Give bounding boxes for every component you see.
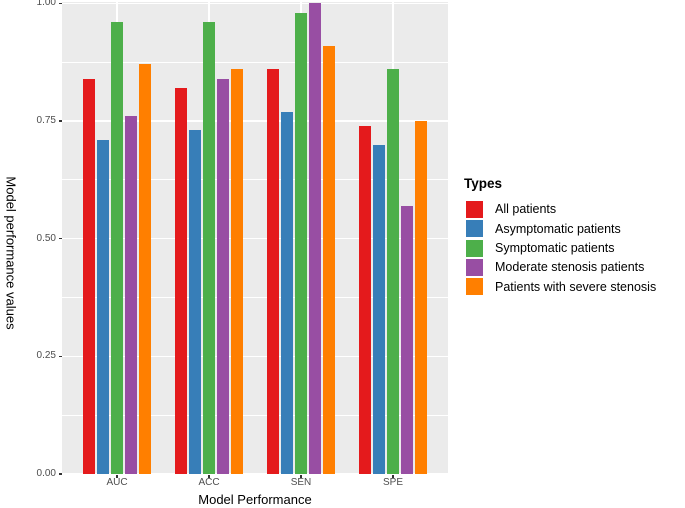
bar-spe-series-4 [415, 120, 427, 474]
bar-sen-series-4 [323, 45, 335, 474]
y-tick-label: 0.00 [36, 468, 56, 479]
bar-auc-series-2 [111, 22, 123, 474]
y-tick-label: 0.25 [36, 350, 56, 362]
legend-item-3: Moderate stenosis patients [464, 258, 656, 277]
x-axis-title: Model Performance [198, 492, 312, 507]
y-tick-mark [58, 2, 62, 4]
x-tick-label: AUC [106, 477, 128, 488]
bar-acc-series-1 [189, 130, 201, 474]
bar-sen-series-2 [295, 12, 307, 474]
y-tick-label: 1.00 [36, 0, 56, 9]
x-tick-label: SPE [382, 477, 403, 488]
legend-key-swatch [466, 220, 483, 238]
x-tick-label: ACC [198, 477, 220, 488]
bar-spe-series-0 [359, 125, 371, 474]
legend-item-4: Patients with severe stenosis [464, 277, 656, 296]
bar-sen-series-0 [267, 69, 279, 474]
x-tick-mark [208, 474, 210, 478]
legend-item-2: Symptomatic patients [464, 239, 656, 258]
bar-auc-series-4 [139, 64, 151, 474]
y-tick-mark [58, 473, 62, 475]
major-gridline [62, 237, 448, 240]
x-tick-label: SEN [290, 477, 312, 488]
bar-spe-series-1 [373, 144, 385, 474]
minor-gridline [62, 61, 448, 63]
y-axis-title-text: Model performance values [3, 176, 19, 330]
bar-auc-series-3 [125, 116, 137, 474]
legend-title: Types [464, 176, 503, 191]
bar-acc-series-3 [217, 78, 229, 474]
y-tick-label: 0.75 [36, 114, 56, 126]
legend-item-label: All patients [495, 202, 557, 217]
legend: Types All patients Asymptomatic patients S… [464, 176, 656, 296]
y-tick-mark [58, 120, 62, 122]
minor-gridline [62, 414, 448, 416]
y-tick-mark [58, 238, 62, 240]
legend-item-1: Asymptomatic patients [464, 219, 656, 238]
legend-item-label: Patients with severe stenosis [495, 279, 657, 294]
major-gridline [62, 355, 448, 358]
bar-spe-series-2 [387, 69, 399, 474]
legend-item-0: All patients [464, 200, 656, 219]
legend-item-label: Moderate stenosis patients [495, 260, 645, 275]
y-tick-mark [58, 355, 62, 357]
legend-item-label: Symptomatic patients [495, 240, 615, 255]
bar-auc-series-1 [97, 139, 109, 474]
bar-spe-series-3 [401, 205, 413, 474]
legend-key-swatch [466, 278, 483, 296]
x-tick-mark [392, 474, 394, 478]
legend-item-label: Asymptomatic patients [495, 221, 621, 236]
x-tick-mark [116, 474, 118, 478]
legend-key-swatch [466, 259, 483, 277]
bar-acc-series-2 [203, 22, 215, 474]
major-gridline [62, 473, 448, 474]
major-gridline [62, 2, 448, 4]
minor-gridline [62, 297, 448, 298]
legend-key-swatch [466, 201, 483, 219]
y-tick-label: 0.50 [36, 232, 56, 244]
bar-sen-series-1 [281, 111, 293, 474]
plot-panel [62, 2, 448, 474]
major-gridline [62, 120, 448, 122]
bar-sen-series-3 [309, 3, 321, 474]
legend-key-swatch [466, 239, 483, 257]
minor-gridline [62, 179, 448, 181]
bar-acc-series-4 [231, 69, 243, 474]
bar-auc-series-0 [83, 78, 95, 474]
bar-acc-series-0 [175, 88, 187, 474]
x-tick-mark [300, 474, 302, 478]
legend-items: All patients Asymptomatic patients Symptom… [464, 200, 656, 296]
